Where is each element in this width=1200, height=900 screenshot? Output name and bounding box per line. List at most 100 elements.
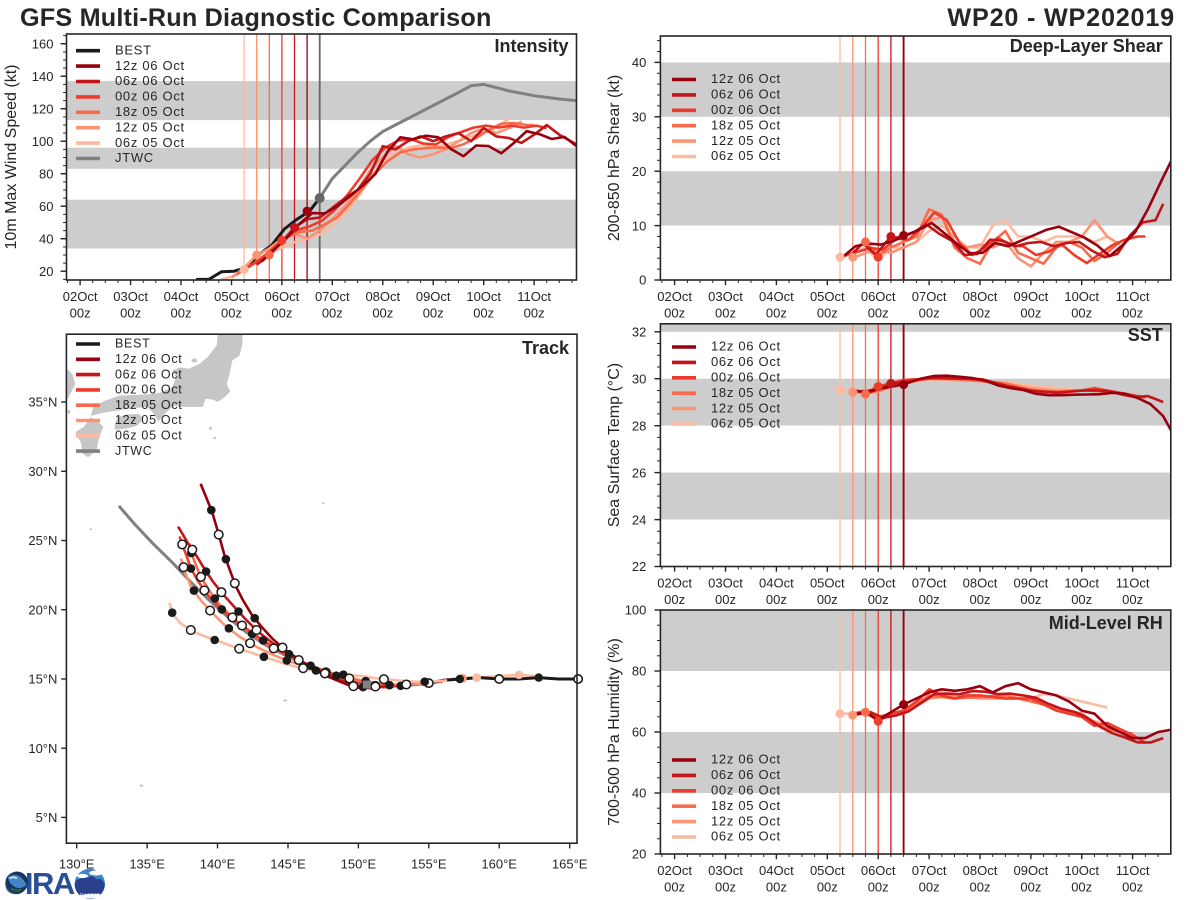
svg-text:05Oct: 05Oct	[810, 576, 845, 591]
svg-text:00z: 00z	[970, 880, 991, 895]
svg-text:20°N: 20°N	[28, 602, 57, 617]
svg-text:00z: 00z	[1020, 592, 1041, 607]
svg-text:140°E: 140°E	[200, 857, 236, 872]
svg-text:02Oct: 02Oct	[657, 863, 692, 878]
svg-text:12z 06 Oct: 12z 06 Oct	[711, 71, 781, 86]
svg-text:10Oct: 10Oct	[1064, 576, 1099, 591]
svg-text:00z: 00z	[271, 306, 292, 321]
svg-text:10°N: 10°N	[28, 741, 57, 756]
svg-text:100: 100	[625, 603, 647, 618]
svg-text:00z: 00z	[70, 306, 91, 321]
svg-text:80: 80	[39, 166, 53, 181]
svg-text:32: 32	[632, 325, 646, 340]
svg-text:12z 05 Oct: 12z 05 Oct	[115, 413, 182, 427]
svg-text:04Oct: 04Oct	[759, 863, 794, 878]
svg-text:08Oct: 08Oct	[963, 576, 998, 591]
svg-text:04Oct: 04Oct	[759, 576, 794, 591]
svg-text:Deep-Layer Shear: Deep-Layer Shear	[1010, 36, 1163, 56]
svg-text:03Oct: 03Oct	[708, 576, 743, 591]
svg-text:18z 05 Oct: 18z 05 Oct	[711, 385, 781, 400]
svg-text:165°E: 165°E	[552, 857, 588, 872]
svg-text:00z: 00z	[817, 306, 838, 321]
svg-text:26: 26	[632, 465, 646, 480]
svg-text:155°E: 155°E	[411, 857, 447, 872]
svg-text:10m Max Wind Speed (kt): 10m Max Wind Speed (kt)	[3, 65, 20, 250]
svg-text:00z: 00z	[1122, 592, 1143, 607]
svg-text:20: 20	[632, 164, 646, 179]
svg-text:06z 05 Oct: 06z 05 Oct	[711, 148, 781, 163]
svg-text:00z: 00z	[817, 592, 838, 607]
svg-text:08Oct: 08Oct	[963, 863, 998, 878]
svg-text:07Oct: 07Oct	[912, 289, 947, 304]
svg-text:100: 100	[32, 134, 54, 149]
svg-text:12z 05 Oct: 12z 05 Oct	[711, 133, 781, 148]
svg-text:00z: 00z	[171, 306, 192, 321]
svg-text:00z 06 Oct: 00z 06 Oct	[115, 383, 182, 397]
svg-text:BEST: BEST	[115, 337, 150, 351]
svg-text:00z: 00z	[715, 592, 736, 607]
svg-text:00z: 00z	[766, 880, 787, 895]
svg-text:00z: 00z	[372, 306, 393, 321]
svg-text:24: 24	[632, 512, 646, 527]
svg-text:00z: 00z	[766, 592, 787, 607]
svg-text:SST: SST	[1128, 325, 1163, 345]
svg-text:09Oct: 09Oct	[416, 289, 451, 304]
svg-text:00z 06 Oct: 00z 06 Oct	[711, 783, 781, 798]
svg-text:06z 05 Oct: 06z 05 Oct	[711, 829, 781, 844]
svg-text:11Oct: 11Oct	[1116, 576, 1150, 591]
svg-text:00z: 00z	[1122, 306, 1143, 321]
svg-text:00z: 00z	[664, 306, 685, 321]
svg-text:08Oct: 08Oct	[963, 289, 998, 304]
svg-text:02Oct: 02Oct	[657, 289, 692, 304]
svg-text:145°E: 145°E	[270, 857, 306, 872]
svg-text:25°N: 25°N	[28, 533, 57, 548]
svg-text:Sea Surface Temp (°C): Sea Surface Temp (°C)	[606, 363, 623, 527]
svg-text:11Oct: 11Oct	[1116, 863, 1150, 878]
svg-text:5°N: 5°N	[36, 810, 58, 825]
svg-text:00z: 00z	[919, 880, 940, 895]
svg-text:WP20 - WP202019: WP20 - WP202019	[947, 4, 1175, 32]
svg-text:10Oct: 10Oct	[466, 289, 501, 304]
svg-text:00z: 00z	[1071, 592, 1092, 607]
svg-text:04Oct: 04Oct	[164, 289, 199, 304]
svg-text:11Oct: 11Oct	[1116, 289, 1150, 304]
svg-text:12z 06 Oct: 12z 06 Oct	[115, 58, 185, 73]
svg-text:09Oct: 09Oct	[1014, 576, 1049, 591]
svg-text:40: 40	[39, 231, 53, 246]
svg-text:30: 30	[632, 110, 646, 125]
svg-text:160°E: 160°E	[481, 857, 517, 872]
svg-text:200-850 hPa Shear (kt): 200-850 hPa Shear (kt)	[606, 75, 623, 241]
svg-text:12z 05 Oct: 12z 05 Oct	[711, 400, 781, 415]
svg-text:02Oct: 02Oct	[657, 576, 692, 591]
svg-text:00z: 00z	[120, 306, 141, 321]
svg-text:0: 0	[639, 273, 646, 288]
svg-text:00z: 00z	[868, 306, 889, 321]
svg-text:03Oct: 03Oct	[708, 863, 743, 878]
svg-text:12z 06 Oct: 12z 06 Oct	[711, 752, 781, 767]
svg-text:11Oct: 11Oct	[517, 289, 551, 304]
svg-text:07Oct: 07Oct	[912, 576, 947, 591]
svg-text:15°N: 15°N	[28, 672, 57, 687]
svg-text:20: 20	[39, 264, 53, 279]
svg-text:00z: 00z	[664, 880, 685, 895]
svg-text:05Oct: 05Oct	[810, 289, 845, 304]
svg-text:06z 05 Oct: 06z 05 Oct	[711, 416, 781, 431]
svg-text:10: 10	[632, 218, 646, 233]
svg-text:00z: 00z	[1122, 880, 1143, 895]
svg-text:00z: 00z	[919, 306, 940, 321]
svg-text:28: 28	[632, 418, 646, 433]
svg-text:09Oct: 09Oct	[1014, 863, 1049, 878]
svg-text:06Oct: 06Oct	[861, 576, 896, 591]
svg-text:07Oct: 07Oct	[315, 289, 350, 304]
svg-text:20: 20	[632, 847, 646, 862]
svg-text:40: 40	[632, 55, 646, 70]
svg-text:00z: 00z	[664, 592, 685, 607]
svg-text:60: 60	[39, 199, 53, 214]
svg-text:40: 40	[632, 786, 646, 801]
svg-text:06Oct: 06Oct	[861, 863, 896, 878]
svg-text:18z 05 Oct: 18z 05 Oct	[115, 104, 185, 119]
svg-text:12z 06 Oct: 12z 06 Oct	[115, 352, 182, 366]
svg-text:00z: 00z	[322, 306, 343, 321]
svg-text:00z: 00z	[970, 592, 991, 607]
svg-text:12z 05 Oct: 12z 05 Oct	[711, 813, 781, 828]
